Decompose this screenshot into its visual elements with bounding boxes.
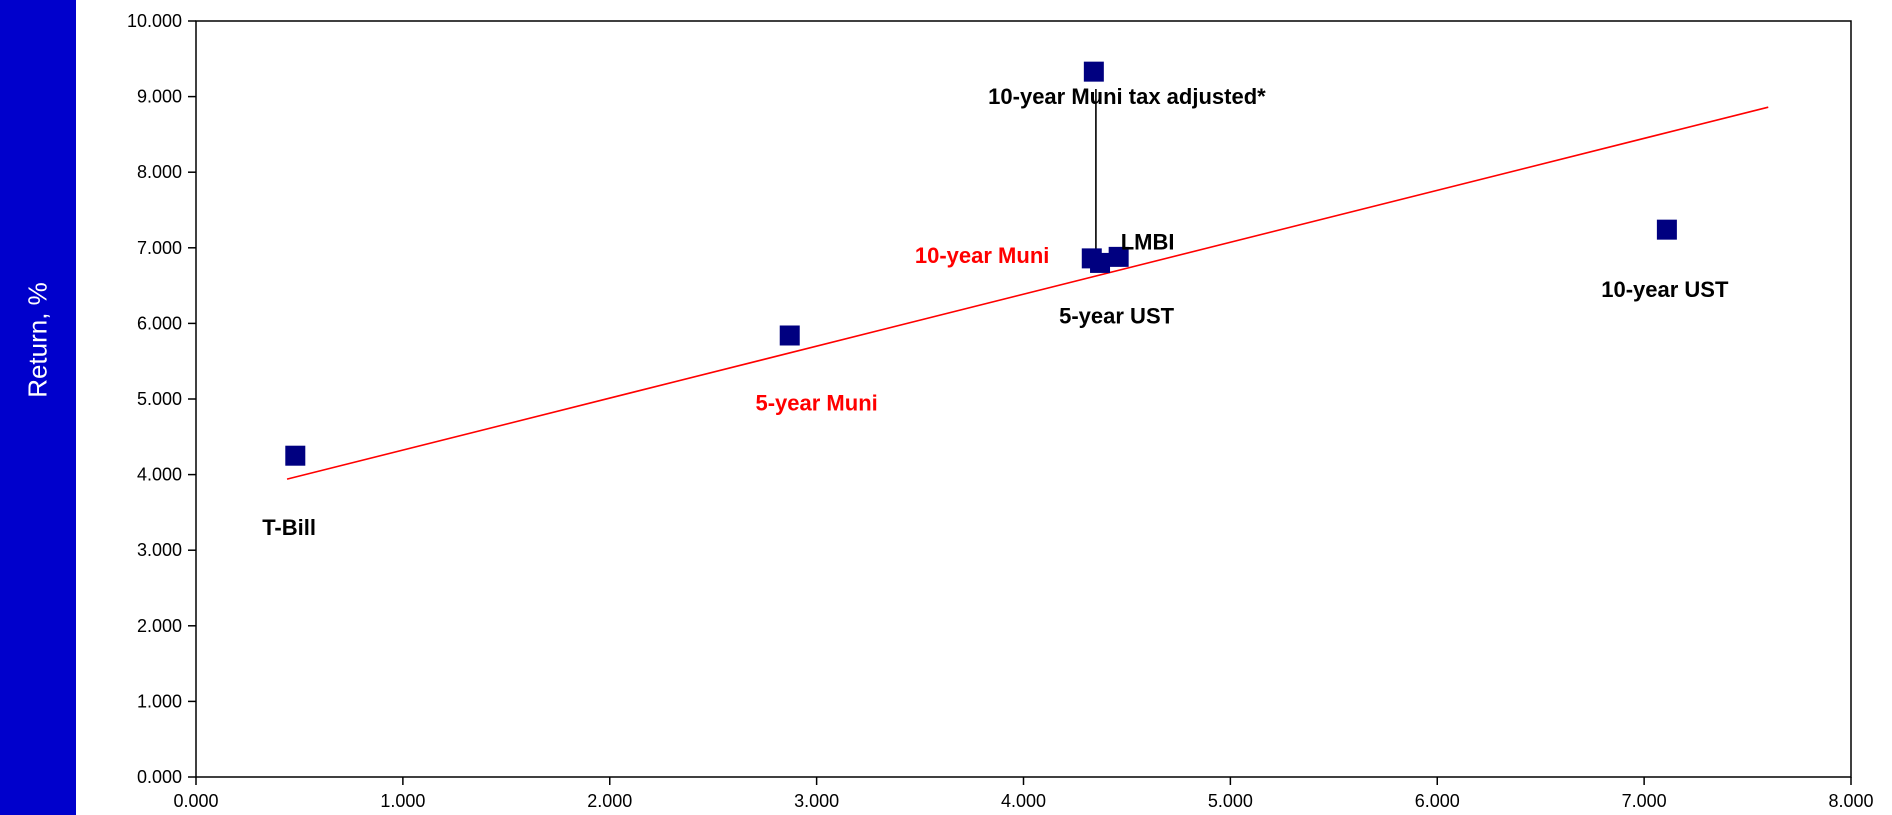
annotation-label: LMBI	[1121, 229, 1175, 254]
annotation-label: 10-year Muni	[915, 243, 1050, 268]
y-tick-label: 5.000	[137, 389, 182, 409]
x-tick-label: 7.000	[1622, 791, 1667, 811]
trendline	[286, 106, 1769, 480]
y-tick-label: 9.000	[137, 87, 182, 107]
y-tick-label: 6.000	[137, 313, 182, 333]
x-tick-label: 4.000	[1001, 791, 1046, 811]
y-tick-label: 0.000	[137, 767, 182, 787]
annotation-label: 5-year Muni	[755, 390, 877, 415]
x-tick-label: 6.000	[1415, 791, 1460, 811]
annotation-label: T-Bill	[262, 515, 316, 540]
y-tick-label: 2.000	[137, 616, 182, 636]
data-point	[285, 445, 306, 466]
y-axis-band: Return, %	[0, 0, 76, 815]
y-tick-label: 8.000	[137, 162, 182, 182]
x-tick-label: 8.000	[1828, 791, 1873, 811]
y-tick-label: 10.000	[127, 11, 182, 31]
annotation-label: 10-year UST	[1601, 277, 1729, 302]
y-tick-label: 1.000	[137, 691, 182, 711]
data-point	[1083, 61, 1104, 82]
x-tick-label: 3.000	[794, 791, 839, 811]
y-tick-label: 7.000	[137, 238, 182, 258]
plot-frame	[195, 20, 1852, 778]
annotation-label: 5-year UST	[1059, 303, 1175, 328]
y-tick-label: 3.000	[137, 540, 182, 560]
data-point	[779, 325, 800, 346]
x-tick-label: 2.000	[587, 791, 632, 811]
data-point	[1090, 252, 1111, 273]
data-point	[1656, 219, 1677, 240]
x-tick-label: 1.000	[380, 791, 425, 811]
data-point	[1108, 246, 1129, 267]
x-tick-label: 5.000	[1208, 791, 1253, 811]
x-tick-label: 0.000	[173, 791, 218, 811]
annotation-label: 10-year Muni tax adjusted*	[988, 84, 1266, 109]
y-tick-label: 4.000	[137, 465, 182, 485]
